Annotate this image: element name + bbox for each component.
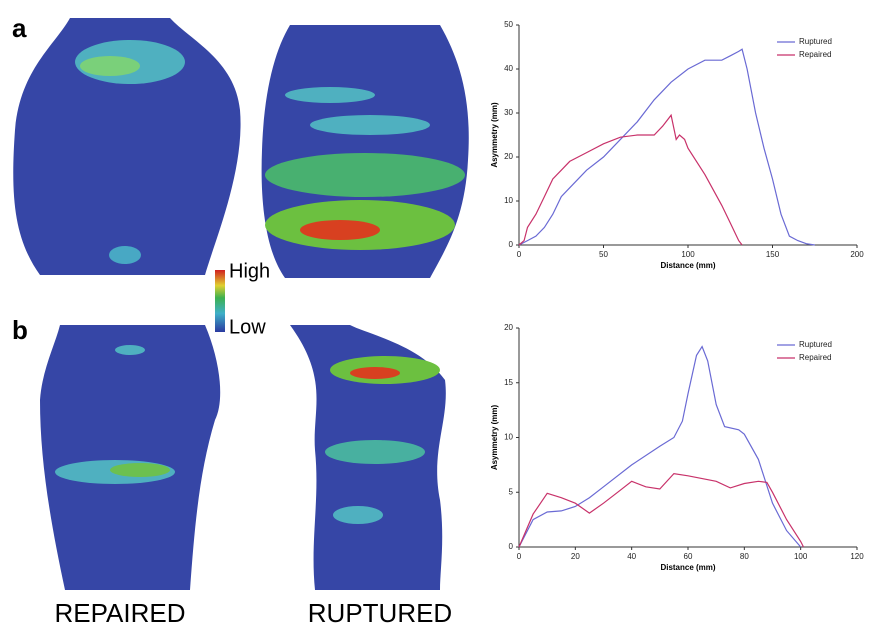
y-tick-label: 40: [504, 64, 513, 73]
y-tick-label: 0: [509, 542, 514, 551]
x-tick-label: 100: [681, 250, 695, 259]
y-tick-label: 0: [509, 240, 514, 249]
panel-label: a: [12, 13, 27, 43]
x-axis-title: Distance (mm): [660, 563, 715, 572]
figure: a b High Low REPAIRED RUPTURED 050100150…: [0, 0, 870, 632]
panel-label: b: [12, 315, 28, 345]
legend-label: Ruptured: [799, 37, 832, 46]
x-tick-label: 20: [571, 552, 580, 561]
y-tick-label: 20: [504, 323, 513, 332]
line-series: [519, 347, 801, 547]
column-label: RUPTURED: [308, 598, 452, 628]
x-tick-label: 40: [627, 552, 636, 561]
colorbar-high: High: [229, 260, 270, 282]
mesh-images: [13, 18, 469, 590]
y-axis-title: Asymmetry (mm): [490, 404, 499, 470]
x-tick-label: 150: [766, 250, 780, 259]
x-tick-label: 80: [740, 552, 749, 561]
y-tick-label: 10: [504, 433, 513, 442]
x-tick-label: 100: [794, 552, 808, 561]
legend-label: Ruptured: [799, 340, 832, 349]
x-tick-label: 60: [684, 552, 693, 561]
line-series: [519, 49, 815, 245]
line-series: [519, 115, 742, 245]
x-tick-label: 50: [599, 250, 608, 259]
colorbar: [215, 270, 225, 332]
x-tick-label: 120: [850, 552, 864, 561]
y-tick-label: 10: [504, 196, 513, 205]
x-tick-label: 0: [517, 250, 522, 259]
x-axis-title: Distance (mm): [660, 261, 715, 270]
y-tick-label: 20: [504, 152, 513, 161]
y-axis-title: Asymmetry (mm): [490, 102, 499, 168]
y-tick-label: 5: [509, 487, 514, 496]
column-label: REPAIRED: [55, 598, 186, 628]
colorbar-low: Low: [229, 316, 266, 338]
x-tick-label: 200: [850, 250, 864, 259]
y-tick-label: 15: [504, 378, 513, 387]
y-tick-label: 50: [504, 20, 513, 29]
legend-label: Repaired: [799, 50, 831, 59]
y-tick-label: 30: [504, 108, 513, 117]
legend-label: Repaired: [799, 353, 831, 362]
x-tick-label: 0: [517, 552, 522, 561]
